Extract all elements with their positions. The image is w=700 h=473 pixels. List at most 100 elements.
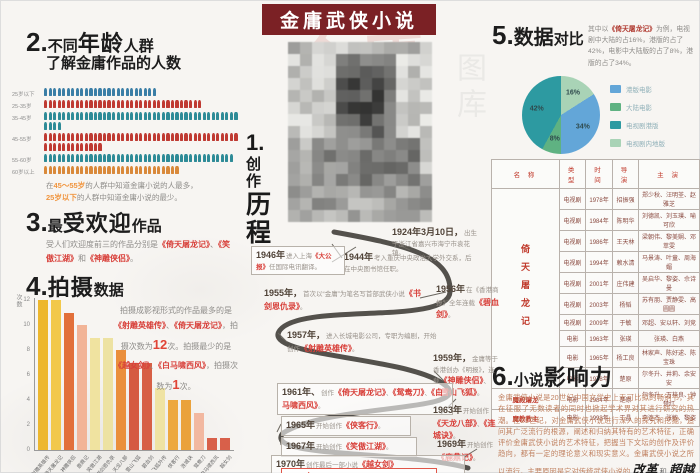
person-icon <box>134 154 138 162</box>
portrait-pixel <box>288 210 300 222</box>
person-icon <box>48 100 52 108</box>
timeline-entry-1963: 1963年开始创作《天龙八部》、《连城诀》。 <box>433 404 501 442</box>
person-icon <box>98 154 102 162</box>
person-icon <box>53 88 57 96</box>
person-icon <box>62 112 66 120</box>
portrait-pixel <box>312 42 324 54</box>
person-icon <box>44 112 48 120</box>
person-icon <box>161 112 165 120</box>
section-4-description: 拍摄成影视形式的作品最多的是《射雕英雄传》、《倚天屠龙记》，拍摄次数为12次。拍… <box>114 306 238 393</box>
portrait-pixel <box>420 150 432 162</box>
person-icon <box>161 100 165 108</box>
portrait-pixel <box>372 174 384 186</box>
person-icon <box>44 88 48 96</box>
timeline-text: 。 <box>477 390 484 398</box>
portrait-pixel <box>324 162 336 174</box>
person-icon <box>148 166 152 174</box>
person-icon <box>166 112 170 120</box>
timeline-text: 《笑傲江湖》 <box>342 442 387 451</box>
portrait-pixel <box>384 138 396 150</box>
section-5-description: 其中以《倚天屠龙记》为例，电视剧中大陆的占16%，港版的占了42%，电影中大陆版… <box>588 26 693 67</box>
timeline-entry-1957: 1957年，进入长城电影公司，专职为编剧，开始创作《射雕英雄传》。 <box>287 329 439 355</box>
portrait-pixel <box>312 102 324 114</box>
person-icon <box>121 100 125 108</box>
portrait-pixel <box>336 42 348 54</box>
portrait-pixel <box>384 210 396 222</box>
section-6-heading: 6.小说影响力 <box>492 361 613 391</box>
person-icon <box>75 100 79 108</box>
section-3-heading: 3.最受欢迎作品 <box>26 207 162 237</box>
person-icon <box>198 100 202 108</box>
person-icon <box>48 142 52 151</box>
portrait-pixel <box>372 102 384 114</box>
portrait-pixel <box>300 138 312 150</box>
pie-slice-label: 8% <box>549 135 560 143</box>
person-icon <box>111 154 116 162</box>
person-icon <box>130 133 134 141</box>
person-icon <box>148 112 152 120</box>
person-icon <box>57 166 61 174</box>
person-icon <box>125 154 129 162</box>
table-row: 电视剧 1994年 赖水清 马景涛、叶童、周海媚 <box>492 251 700 273</box>
person-icon <box>193 100 197 108</box>
table-cell: 电视剧 <box>558 230 587 252</box>
portrait-pixel <box>312 138 324 150</box>
person-icon <box>229 154 233 162</box>
timeline-text: 开始创作 <box>467 442 494 449</box>
person-icon <box>53 142 57 151</box>
portrait-pixel <box>372 54 384 66</box>
timeline-text: 。 <box>473 454 480 462</box>
person-icon <box>44 142 48 151</box>
portrait-pixel <box>300 42 312 54</box>
portrait-pixel <box>348 150 360 162</box>
portrait-pixel <box>336 90 348 102</box>
person-icon <box>148 88 152 96</box>
legend-label: 大陆电影 <box>626 105 652 112</box>
table-cell: 马景涛、叶童、周海媚 <box>638 251 700 273</box>
person-icon <box>71 154 75 162</box>
portrait-pixel <box>396 66 408 78</box>
bar <box>90 337 100 450</box>
age-label: 25岁以下 <box>12 92 35 98</box>
timeline-text: 。 <box>300 303 307 311</box>
y-axis <box>34 298 35 450</box>
table-header-cell: 名 称 <box>491 159 560 189</box>
person-icon <box>207 112 211 120</box>
person-icon <box>93 154 98 162</box>
table-cell: 苏有朋、贾静雯、高圆圆 <box>638 293 700 315</box>
person-icon <box>143 88 147 96</box>
person-icon <box>175 112 179 120</box>
timeline-text: 《侠客行》 <box>342 421 379 430</box>
age-row: 25-35岁 <box>12 100 240 110</box>
person-icon <box>89 100 93 108</box>
timeline-date: 1956年 <box>436 284 466 294</box>
timeline-date: 1965年 <box>286 420 316 430</box>
portrait-pixel <box>396 126 408 138</box>
person-icon <box>130 112 134 120</box>
timeline-text: 开始创作 <box>316 423 343 430</box>
person-icon <box>202 112 206 120</box>
person-icon <box>166 166 170 174</box>
portrait-pixel <box>396 42 408 54</box>
timeline-text: 任国际电讯翻译。 <box>269 263 321 271</box>
table-cell: 杨韬 <box>611 293 640 315</box>
portrait-pixel <box>288 42 300 54</box>
portrait-pixel <box>324 66 336 78</box>
person-icon <box>211 112 215 120</box>
timeline-date: 1969年 <box>437 439 467 449</box>
person-icon <box>98 100 102 108</box>
portrait-pixel <box>336 66 348 78</box>
portrait-pixel <box>312 150 324 162</box>
person-icon <box>189 133 193 141</box>
portrait-pixel <box>408 42 420 54</box>
person-icon <box>102 166 107 174</box>
portrait-pixel <box>408 78 420 90</box>
portrait-pixel <box>336 114 348 126</box>
portrait-pixel <box>360 78 372 90</box>
table-cell: 电影 <box>558 409 587 427</box>
person-icon <box>229 112 233 120</box>
bar <box>77 325 87 450</box>
section-1-title-char: 作 <box>246 173 262 191</box>
person-icon <box>179 133 184 141</box>
table-row: 魔教教主 电影 1993年 王晶 李连杰、张敏、黎姿 <box>491 409 700 427</box>
